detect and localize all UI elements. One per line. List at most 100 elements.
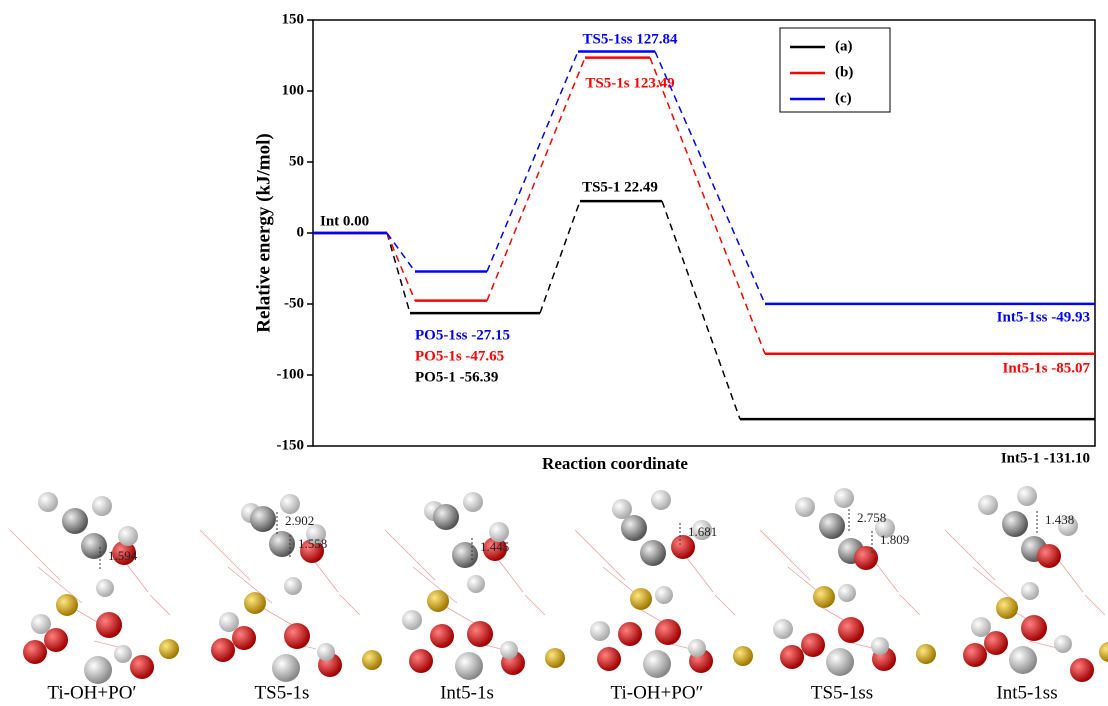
connector (487, 58, 585, 301)
atom (630, 588, 652, 610)
structure-caption: TS5-1ss (811, 682, 873, 703)
atom (640, 540, 666, 566)
legend-label: (b) (835, 64, 853, 80)
atom (971, 617, 991, 637)
atom (1070, 658, 1094, 682)
level-label: TS5-1 22.49 (582, 179, 658, 195)
distance-label: 1.594 (108, 548, 138, 563)
atom (44, 628, 68, 652)
atom (597, 647, 621, 671)
connector (662, 201, 740, 419)
level-label: Int5-1ss -49.93 (997, 309, 1090, 325)
level-label: Int5-1s -85.07 (1002, 360, 1090, 376)
connector (655, 51, 765, 303)
atom (826, 648, 854, 676)
atom (38, 492, 58, 512)
atom (978, 495, 998, 515)
atom (963, 643, 987, 667)
atom (655, 586, 673, 604)
atom (1054, 635, 1072, 653)
atom (733, 646, 753, 666)
y-tick-label: -150 (277, 437, 305, 453)
structure-caption: Ti-OH+PO″ (611, 682, 704, 703)
atom (1009, 646, 1037, 674)
figure: Relative energy (kJ/mol) Reaction coordi… (0, 0, 1108, 706)
atom (916, 644, 936, 664)
legend: (a)(b)(c) (780, 28, 890, 112)
structure-panel (945, 486, 1108, 682)
atom (984, 631, 1008, 655)
distance-label: 1.558 (298, 536, 327, 551)
atom (500, 641, 518, 659)
structure-caption: Int5-1ss (996, 682, 1057, 703)
structure-panel (575, 490, 753, 678)
level-label: TS5-1s 123.49 (585, 75, 674, 91)
atom (780, 645, 804, 669)
y-tick-label: 0 (297, 224, 305, 240)
frame-bond (760, 530, 810, 580)
atom (773, 619, 793, 639)
atom (467, 575, 485, 593)
atom (317, 643, 335, 661)
atom (159, 639, 179, 659)
atom (284, 623, 310, 649)
distance-label: 2.902 (285, 513, 314, 528)
atom (455, 652, 483, 680)
connector (387, 233, 415, 272)
atom (1021, 582, 1039, 600)
level-label: TS5-1ss 127.84 (582, 31, 678, 47)
level-label: PO5-1ss -27.15 (415, 327, 510, 343)
atom (96, 579, 114, 597)
atom (621, 515, 647, 541)
atom (834, 488, 854, 508)
distance-label: 2.758 (857, 510, 886, 525)
atom (651, 490, 671, 510)
atom (819, 513, 845, 539)
atom (81, 533, 107, 559)
atom (280, 494, 300, 514)
connector (650, 58, 765, 354)
y-axis-label: Relative energy (kJ/mol) (253, 133, 274, 332)
atom (1099, 642, 1108, 662)
frame-bond (340, 595, 360, 615)
atom (62, 508, 88, 534)
atom (130, 655, 154, 679)
y-tick-label: -50 (284, 295, 304, 311)
atom (618, 622, 642, 646)
atom (84, 656, 112, 684)
atom (31, 614, 51, 634)
atom (452, 542, 478, 568)
atom (1017, 486, 1037, 506)
distance-label: 1.438 (1045, 512, 1074, 527)
atom (118, 526, 138, 546)
atom (409, 649, 433, 673)
level-label: Int5-1 -131.10 (1001, 450, 1090, 466)
atom (114, 645, 132, 663)
atom (801, 633, 825, 657)
atom (871, 637, 889, 655)
frame-bond (1057, 558, 1083, 592)
atom (838, 617, 864, 643)
structure-caption: TS5-1s (255, 682, 310, 703)
structure-caption: Ti-OH+PO′ (47, 682, 136, 703)
atom (219, 612, 239, 632)
frame-bond (497, 558, 523, 592)
frame-bond (1085, 595, 1105, 615)
distance-label: 1.809 (880, 532, 909, 547)
atom (1037, 544, 1061, 568)
atom (467, 621, 493, 647)
frame-bond (150, 595, 170, 615)
atom (96, 612, 122, 638)
y-tick-label: -100 (277, 366, 305, 382)
atom (795, 497, 815, 517)
frame-bond (900, 595, 920, 615)
y-tick-label: 150 (282, 11, 305, 27)
atom (545, 648, 565, 668)
atom (92, 496, 112, 516)
atom (1002, 511, 1028, 537)
frame-bond (687, 558, 713, 592)
level-label: Int 0.00 (320, 213, 369, 229)
structure-panel (760, 488, 936, 676)
atom (250, 506, 276, 532)
structure-caption: Int5-1s (440, 682, 494, 703)
